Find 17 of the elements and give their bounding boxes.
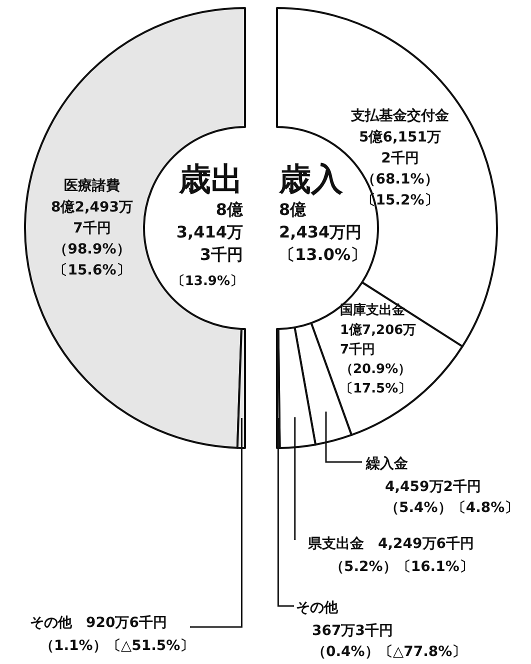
label: 県支出金 4,249万6千円 [308,536,474,552]
title: 歳出 [179,160,243,198]
label: 繰入金 [366,456,408,472]
value-label: （1.1%）〔△51.5%〕 [40,638,194,654]
annotation: 8億3,414万3千円 [176,200,243,264]
value-label: 4,459万2千円（5.4%）〔4.8%〕 [385,479,519,516]
label: その他 920万6千円 [30,615,167,631]
value-label: 8億2,493万7千円（98.9%）〔15.6%〕 [50,200,134,279]
label: 支払基金交付金 [351,108,449,124]
label: 医療諸費 [64,178,120,194]
value-label: 1億7,206万7千円（20.9%）〔17.5%〕 [340,323,416,397]
value-label: 367万3千円（0.4%）〔△77.8%〕 [312,623,466,660]
label: その他 [296,600,338,616]
title: 歳入 [279,160,343,198]
annotation: 8億2,434万円〔13.0%〕 [279,200,367,264]
annotation: 〔13.9%〕 [172,274,243,289]
value-label: （5.2%）〔16.1%〕 [330,559,474,575]
